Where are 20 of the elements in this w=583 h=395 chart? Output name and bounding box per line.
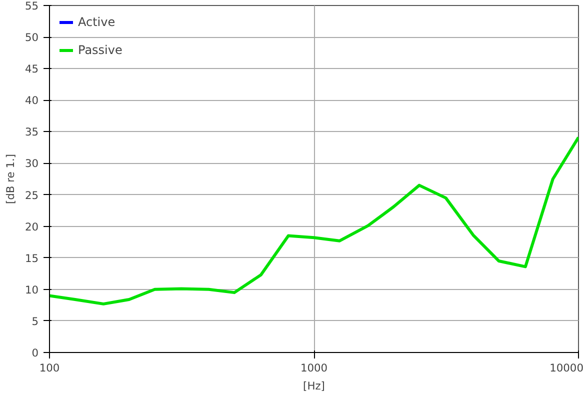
y-tick-label: 55 — [24, 0, 39, 12]
y-tick-label: 5 — [32, 314, 38, 328]
x-tick-label: 10000 — [550, 362, 583, 374]
y-tick-label: 15 — [24, 252, 39, 265]
y-tick-label: 30 — [24, 157, 39, 170]
y-tick-label: 0 — [32, 346, 39, 360]
y-tick-label: 35 — [24, 126, 39, 139]
y-tick-label: 10 — [24, 283, 39, 296]
y-tick-label: 20 — [24, 220, 39, 234]
legend-label: Passive — [78, 43, 122, 57]
x-axis-title: [Hz] — [303, 380, 325, 392]
legend-label: Active — [78, 15, 116, 29]
y-tick-label: 25 — [24, 188, 39, 202]
x-tick-label: 1000 — [300, 362, 328, 374]
y-axis-title: [dB re 1.] — [4, 154, 17, 204]
y-tick-label: 40 — [24, 94, 39, 108]
y-tick-label: 45 — [24, 62, 39, 76]
y-tick-label: 50 — [24, 31, 39, 44]
x-tick-label: 100 — [39, 362, 60, 374]
line-series — [50, 136, 578, 306]
